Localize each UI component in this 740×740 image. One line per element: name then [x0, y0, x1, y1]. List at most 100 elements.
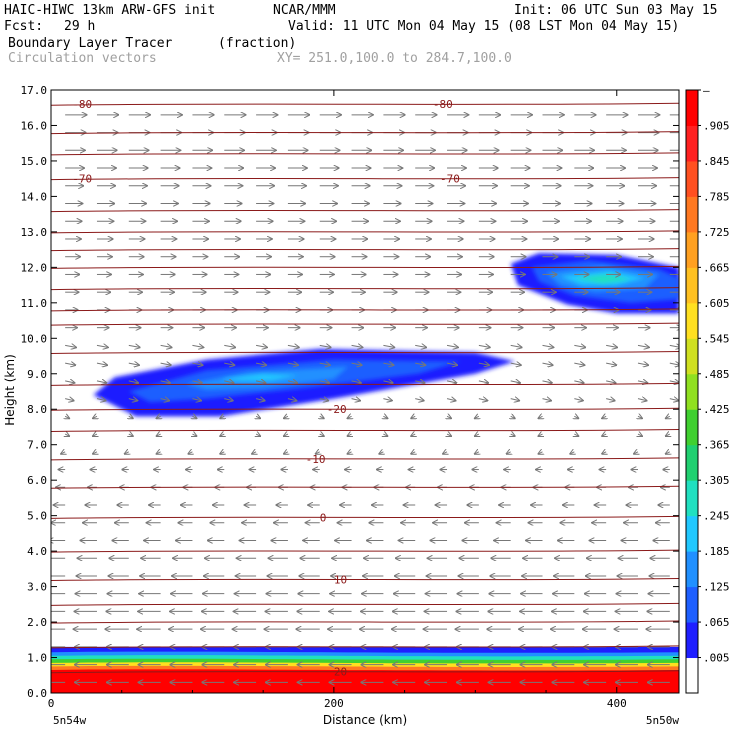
- circulation-vector: [96, 363, 107, 365]
- colorbar-swatch: [686, 160, 698, 197]
- colorbar-swatch: [686, 125, 698, 162]
- x-axis-title: Distance (km): [323, 713, 407, 727]
- circulation-vector: [319, 363, 330, 365]
- cross-section-range: XY= 251.0,100.0 to 284.7,100.0: [277, 51, 512, 66]
- circulation-vector: [475, 416, 479, 418]
- circulation-vector: [188, 452, 192, 454]
- circulation-vector: [447, 416, 451, 418]
- forecast-label: Fcst:: [4, 19, 44, 34]
- circulation-vector: [606, 345, 617, 347]
- plot-frame: [50, 89, 680, 694]
- circulation-vector: [669, 381, 679, 383]
- circulation-vector: [415, 399, 423, 401]
- circulation-vector: [65, 416, 69, 418]
- y-tick-label: 7.0: [27, 439, 47, 452]
- colorbar-label: .425: [703, 403, 730, 416]
- circulation-vector: [65, 345, 76, 347]
- circulation-vector: [383, 434, 387, 436]
- circulation-vector: [351, 381, 361, 383]
- colorbar-swatch: [686, 586, 698, 623]
- colorbar-swatch: [686, 480, 698, 517]
- x-tick-label: 400: [607, 697, 627, 710]
- temperature-contour-line: [51, 177, 679, 181]
- temperature-contour-labels: 20 10 0 -10 -20 -70 -70 -80 -80: [72, 98, 460, 679]
- valid-time: Valid: 11 UTC Mon 04 May 15 (08 LST Mon …: [288, 19, 680, 34]
- field-units: (fraction): [218, 36, 297, 51]
- circulation-vector: [478, 381, 488, 383]
- temperature-contour-line: [51, 457, 679, 461]
- circulation-vector: [666, 416, 670, 418]
- circulation-vector: [475, 434, 479, 436]
- circulation-vector: [348, 416, 352, 418]
- circulation-vector: [606, 399, 614, 401]
- circulation-vector: [65, 381, 74, 383]
- circulation-vector: [669, 363, 679, 365]
- circulation-vector: [539, 416, 543, 418]
- circulation-vector: [574, 381, 583, 383]
- colorbar-swatch: [686, 622, 698, 659]
- circulation-vector: [96, 345, 108, 347]
- y-tick-label: 8.0: [27, 403, 47, 416]
- circulation-vector: [129, 416, 133, 418]
- circulation-vector: [511, 434, 515, 436]
- temperature-contour-line: [51, 670, 679, 674]
- circulation-vector: [634, 452, 638, 454]
- circulation-vector: [220, 416, 224, 418]
- y-tick-label: 2.0: [27, 616, 47, 629]
- circulation-vector: [507, 452, 511, 454]
- mid-level-plume-contour: [220, 373, 299, 381]
- circulation-vector: [542, 345, 554, 347]
- circulation-vector: [539, 452, 543, 454]
- temperature-contour-line: [51, 265, 679, 269]
- circulation-vector: [128, 381, 138, 383]
- circulation-vector: [539, 434, 543, 436]
- y-tick-label: 4.0: [27, 545, 47, 558]
- colorbar-swatch: [686, 302, 698, 339]
- colorbar-swatch: [686, 409, 698, 446]
- circulation-vector: [574, 399, 582, 401]
- circulation-vector: [638, 434, 642, 436]
- circulation-vector: [383, 363, 393, 365]
- circulation-vector: [284, 416, 288, 418]
- colorbar-label: .185: [703, 545, 730, 558]
- circulation-vector: [256, 416, 260, 418]
- temperature-contour-line: [51, 322, 679, 326]
- colorbar-label: .305: [703, 474, 730, 487]
- temperature-contour-line: [51, 230, 679, 234]
- circulation-vector: [348, 452, 352, 454]
- circulation-vector: [602, 452, 606, 454]
- circulation-vector: [478, 399, 487, 401]
- temperature-contours: [51, 102, 679, 674]
- circulation-vector: [320, 416, 324, 418]
- circulation-vector: [61, 452, 65, 454]
- temperature-contour-label: -80: [72, 98, 92, 111]
- circulation-vector: [542, 381, 552, 383]
- temperature-contour-line: [51, 515, 679, 519]
- circulation-vector: [224, 363, 234, 365]
- x-tick-label: 200: [324, 697, 344, 710]
- circulation-vector: [447, 434, 451, 436]
- circulation-vector: [666, 452, 670, 454]
- circulation-vector: [637, 363, 648, 365]
- circulation-vector: [128, 363, 139, 365]
- circulation-vector: [606, 363, 616, 365]
- temperature-contour-line: [51, 577, 679, 581]
- circulation-vector: [255, 363, 266, 365]
- temperature-contour-label: 0: [320, 511, 327, 524]
- overlay-name: Circulation vectors: [8, 51, 157, 66]
- circulation-vector: [93, 416, 97, 418]
- colorbar-label: .725: [703, 226, 730, 239]
- y-tick-label: 14.0: [21, 190, 48, 203]
- y-tick-label: 15.0: [21, 155, 48, 168]
- circulation-vector: [574, 416, 578, 418]
- circulation-vector: [446, 381, 456, 383]
- colorbar-swatch: [686, 515, 698, 552]
- circulation-vector: [160, 345, 172, 347]
- y-tick-label: 16.0: [21, 119, 48, 132]
- colorbar-swatch: [686, 551, 698, 588]
- colorbar: – .905 .845 .785 .725 .665 .605 .545 .485 .425 .36…: [685, 84, 730, 694]
- organization-label: NCAR/MMM: [273, 3, 336, 18]
- circulation-vector: [574, 363, 584, 365]
- circulation-vector: [602, 416, 606, 418]
- circulation-vector: [192, 434, 196, 436]
